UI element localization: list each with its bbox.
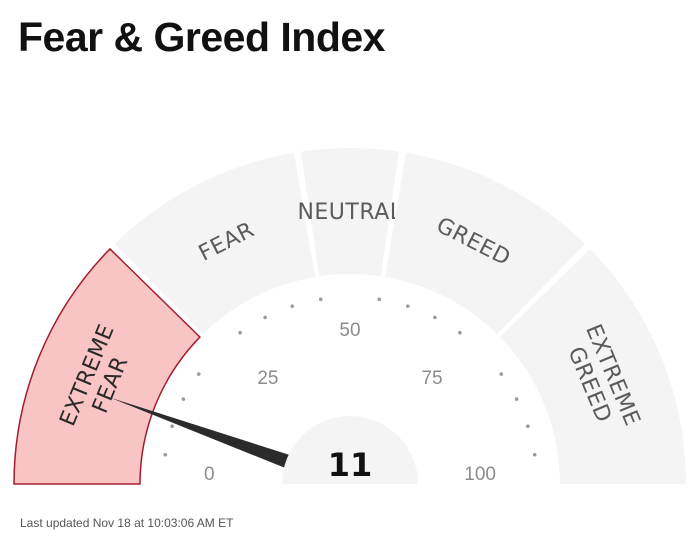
zone-label-neutral: NEUTRAL (297, 200, 402, 225)
scale-dot (290, 304, 295, 308)
page-title: Fear & Greed Index (18, 14, 385, 60)
zone-extreme-fear (13, 247, 202, 485)
scale-dot (238, 330, 242, 335)
scale-dot (170, 424, 174, 429)
last-updated-text: Last updated Nov 18 at 10:03:06 AM ET (20, 516, 234, 530)
scale-dot (163, 452, 168, 457)
scale-dot (405, 304, 410, 308)
scale-dot (526, 424, 530, 429)
gauge-scale-dots (163, 297, 537, 457)
scale-dot (458, 330, 462, 335)
zone-extreme-greed (500, 248, 686, 484)
zone-greed (385, 152, 586, 334)
scale-dot (377, 297, 382, 302)
scale-dot (318, 297, 323, 302)
scale-label-75: 75 (421, 368, 442, 389)
gauge-hub (282, 416, 418, 484)
gauge-scale-labels: 0 25 50 75 100 (204, 320, 496, 485)
scale-dot (433, 315, 437, 320)
scale-dot (181, 397, 186, 401)
scale-label-0: 0 (204, 464, 215, 485)
scale-label-25: 25 (257, 368, 278, 389)
zone-label-line: NEUTRAL (297, 200, 402, 225)
zone-neutral (300, 148, 400, 277)
gauge-needle-group: 11 (110, 397, 418, 484)
scale-dot (196, 372, 201, 376)
gauge-value: 11 (328, 446, 373, 484)
scale-dot (532, 452, 537, 457)
scale-label-100: 100 (464, 464, 496, 485)
gauge-needle (110, 397, 295, 470)
scale-label-50: 50 (339, 320, 360, 341)
scale-dot (499, 372, 504, 376)
zone-fear (114, 152, 315, 334)
scale-dot (514, 397, 519, 401)
scale-dot (263, 315, 267, 320)
